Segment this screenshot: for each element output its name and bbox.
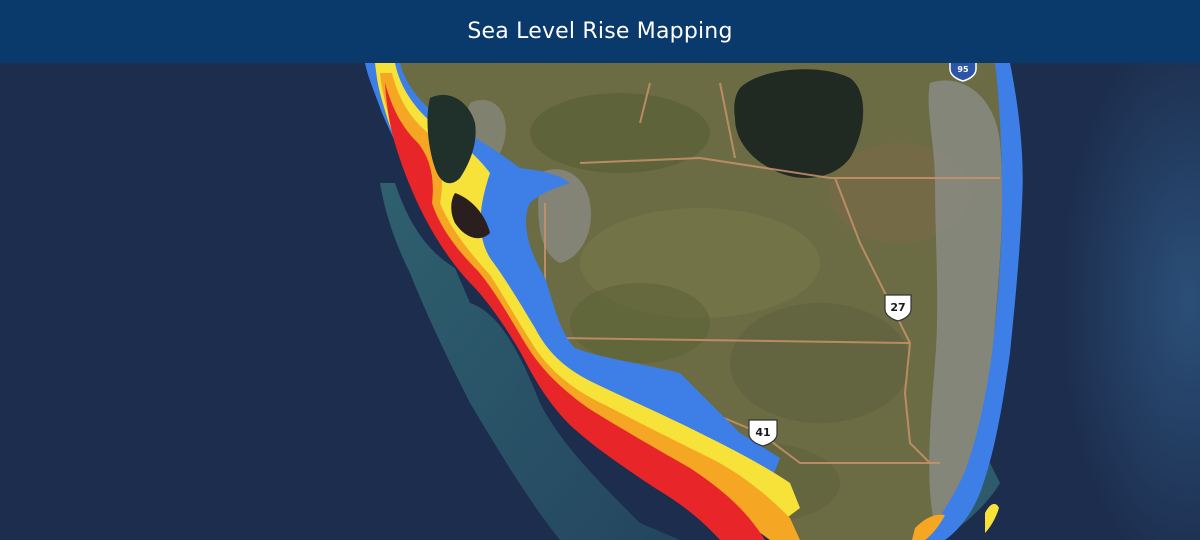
pine-island-sound — [451, 193, 490, 239]
shallow-water-west — [380, 183, 680, 540]
land-patch — [730, 303, 910, 423]
interstate-shield-icon — [949, 63, 977, 82]
inundation-yellow — [375, 63, 800, 523]
i-95-shield[interactable]: 95 — [949, 63, 977, 82]
inundation-blue-east — [925, 63, 1023, 540]
fort-myers-urban — [538, 169, 591, 263]
i-95-label: 95 — [957, 65, 969, 74]
shield-icon — [884, 294, 912, 322]
inundation-yellow-tip — [985, 503, 999, 533]
inundation-orange-tip — [912, 514, 945, 540]
land-patch — [570, 283, 710, 363]
page-title: Sea Level Rise Mapping — [467, 19, 733, 44]
map-view[interactable]: 27 41 95 — [0, 63, 1200, 540]
land-patch — [530, 93, 710, 173]
us-27-shield[interactable]: 27 — [884, 294, 912, 322]
us-41-shield[interactable]: 41 — [748, 419, 778, 447]
header-bar: Sea Level Rise Mapping — [0, 0, 1200, 63]
shield-icon — [748, 419, 778, 447]
inundation-orange — [380, 73, 800, 540]
us-41-label: 41 — [755, 426, 770, 439]
us-27-label: 27 — [890, 301, 905, 314]
lake-okeechobee — [734, 69, 864, 178]
map-canvas[interactable]: 27 41 95 — [0, 63, 1200, 540]
charlotte-harbor — [427, 94, 476, 184]
